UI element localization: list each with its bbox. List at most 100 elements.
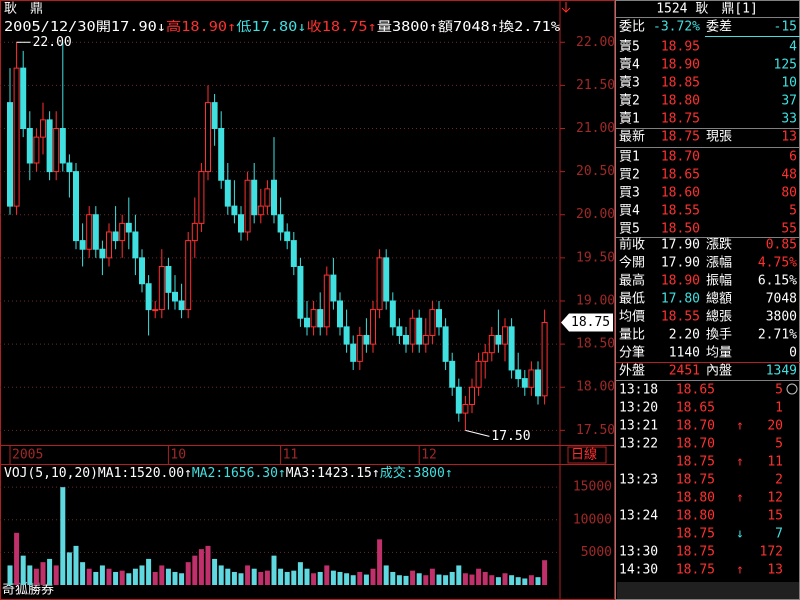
volume-bar <box>106 568 112 585</box>
arrow-icon <box>561 2 571 13</box>
quote-cell: 0.85 <box>766 238 797 253</box>
volume-bar <box>80 562 86 585</box>
volume-bar <box>99 565 105 585</box>
quote-cell: 11 <box>767 455 783 470</box>
candle-body <box>20 67 27 129</box>
quote-cell: 0 <box>789 346 797 361</box>
quote-cell: ↑ <box>736 563 744 578</box>
candle-body <box>396 326 403 336</box>
period-label[interactable]: 日線 <box>571 447 597 463</box>
quote-cell: ↓ <box>736 527 744 542</box>
volume-bar <box>476 568 482 585</box>
quote-cell: ↑ <box>736 491 744 506</box>
y-tick-label: 17.50 <box>576 423 615 438</box>
candle-body <box>508 326 515 371</box>
volume-bar <box>443 575 449 585</box>
candle-body <box>528 369 535 388</box>
candle-body <box>26 127 33 164</box>
volume-bar <box>456 565 462 585</box>
quote-cell: 18.75 <box>661 112 700 127</box>
quote-cell: 18.75 <box>676 563 715 578</box>
quote-cell: 13:18 <box>619 383 658 398</box>
candle-body <box>211 102 218 129</box>
volume-bar <box>535 577 541 585</box>
volume-tick-label: 10000 <box>573 512 612 527</box>
quote-cell: 2 <box>775 473 783 488</box>
candle-body <box>488 334 495 354</box>
volume-bar <box>317 571 323 585</box>
quote-cell: 最低 <box>619 292 645 307</box>
header-item: MA3:1423.15↑ <box>286 466 380 481</box>
source-label: 奇狐勝券 <box>2 582 54 598</box>
menu-bar[interactable] <box>617 582 799 599</box>
quote-cell: 18.70 <box>676 419 715 434</box>
candle-body <box>304 317 310 328</box>
candle-body <box>112 231 119 242</box>
quote-cell: 18.50 <box>661 222 700 237</box>
candle-body <box>139 257 145 285</box>
volume-bar <box>522 578 528 585</box>
volume-bar <box>93 571 99 585</box>
volume-bar <box>469 574 475 585</box>
period-box[interactable] <box>567 446 607 464</box>
quote-cell: 125 <box>774 58 797 73</box>
candle-body <box>172 291 178 302</box>
quote-cell: 5 <box>775 383 783 398</box>
quote-cell: 13:30 <box>619 545 658 560</box>
candle-body <box>409 317 416 345</box>
volume-bar <box>40 562 46 585</box>
candle-body <box>86 214 93 250</box>
add-button[interactable] <box>786 383 798 395</box>
quote-cell: 172 <box>760 545 783 560</box>
quote-cell: 4 <box>789 40 797 55</box>
quote-cell: 買2 <box>619 168 640 183</box>
volume-bar <box>212 558 218 585</box>
quote-cell: 1349 <box>766 364 797 379</box>
candle-body <box>323 274 330 328</box>
quote-cell: 7048 <box>766 292 797 307</box>
volume-bar <box>344 573 350 585</box>
volume-bar <box>542 560 548 585</box>
volume-bar <box>370 568 376 585</box>
quote-cell: 18.75 <box>676 527 715 542</box>
volume-header: VOJ(5,10,20)MA1:1520.00↑MA2:1656.30↑MA3:… <box>4 465 453 481</box>
volume-bar <box>291 570 297 585</box>
quote-cell: 均價 <box>619 310 645 325</box>
candle-body <box>317 309 324 328</box>
volume-bar <box>528 575 534 585</box>
volume-tick-label: 5000 <box>581 545 612 560</box>
volume-bar <box>324 565 330 585</box>
candle-body <box>218 127 225 181</box>
quote-cell: 18.75 <box>676 545 715 560</box>
quote-cell: 18.65 <box>661 168 700 183</box>
quote-title: 1524 耿 鼎[1] <box>656 2 758 17</box>
volume-bar <box>20 555 26 585</box>
y-tick-label: 20.50 <box>576 164 615 179</box>
candle-body <box>178 300 185 311</box>
quote-cell: ↑ <box>736 455 744 470</box>
quote-cell: 18.75 <box>676 473 715 488</box>
candle-body <box>257 205 264 216</box>
candle-body <box>66 162 73 173</box>
candle-body <box>264 188 271 207</box>
volume-bar <box>205 545 211 585</box>
quote-cell: 3800 <box>766 310 797 325</box>
quote-cell: 分筆 <box>619 346 645 361</box>
volume-bar <box>192 555 198 585</box>
candle-body <box>198 171 205 224</box>
candle-body <box>376 257 383 311</box>
candle-body <box>33 136 40 164</box>
min-pointer <box>465 429 490 437</box>
volume-bar <box>509 575 515 585</box>
volume-bar <box>258 571 264 585</box>
quote-cell: 18.65 <box>676 383 715 398</box>
quote-cell: 買4 <box>619 204 640 219</box>
volume-bar <box>383 565 389 585</box>
candle-body <box>482 352 489 362</box>
candle-body <box>383 257 390 302</box>
candle-body <box>158 265 165 311</box>
candle-body <box>422 334 429 345</box>
quote-cell: 2.20 <box>669 328 700 343</box>
quote-cell: 內盤 <box>706 364 732 379</box>
